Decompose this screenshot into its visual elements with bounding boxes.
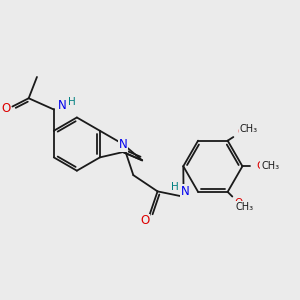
Text: N: N [58, 99, 67, 112]
Text: CH₃: CH₃ [261, 161, 279, 171]
Text: H: H [68, 97, 76, 107]
Text: N: N [181, 185, 189, 198]
Text: CH₃: CH₃ [236, 202, 254, 212]
Text: H: H [171, 182, 179, 192]
Text: O: O [1, 101, 10, 115]
Text: O: O [140, 214, 149, 227]
Text: N: N [118, 138, 127, 151]
Text: O: O [256, 161, 265, 171]
Text: CH₃: CH₃ [240, 124, 258, 134]
Text: O: O [235, 198, 243, 208]
Text: O: O [237, 127, 246, 137]
